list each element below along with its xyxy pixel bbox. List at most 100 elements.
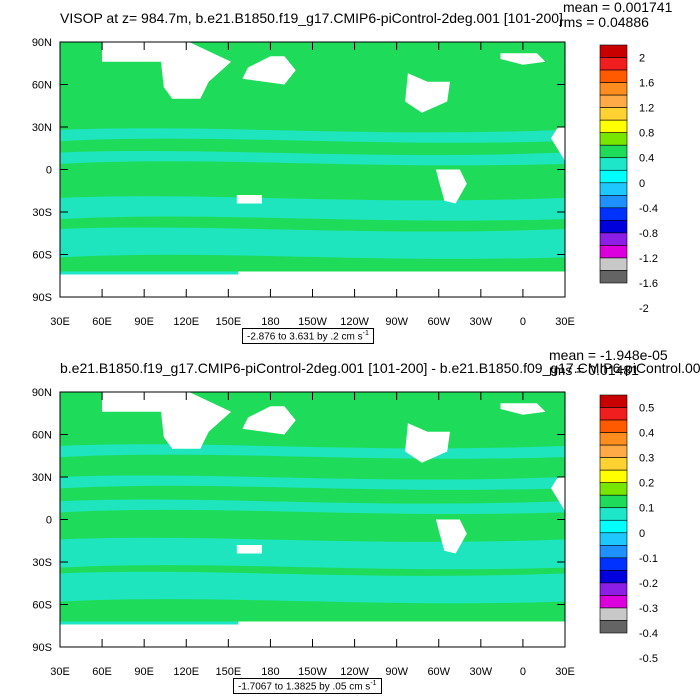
- plot-panel-top: VISOP at z= 984.7m, b.e21.B1850.f19_g17.…: [32, 0, 672, 345]
- plot-panel-bottom: b.e21.B1850.f19_g17.CMIP6-piControl-2deg…: [0, 347, 700, 700]
- x-tick-label: 60E: [92, 316, 112, 328]
- colorbar-swatch: [599, 545, 628, 559]
- y-tick-label: 60N: [32, 430, 52, 442]
- colorbar-label: 1.6: [639, 78, 654, 90]
- land-mask: [236, 195, 262, 204]
- colorbar-swatch: [599, 182, 628, 196]
- rms-label: rms = 0.04886: [559, 14, 649, 30]
- x-tick-label: 120W: [340, 666, 369, 678]
- x-tick-label: 30W: [470, 666, 493, 678]
- contour-range-label: -1.7067 to 1.3825 by .05 cm s-1: [233, 678, 382, 695]
- colorbar-swatch: [599, 94, 628, 108]
- y-tick-label: 30N: [32, 122, 52, 134]
- y-tick-label: 60S: [32, 250, 52, 262]
- land-mask: [405, 73, 450, 113]
- ocean-field: [60, 42, 565, 297]
- colorbar-swatch: [599, 394, 628, 408]
- x-tick-label: 60W: [427, 316, 450, 328]
- colorbar-swatch: [599, 557, 628, 571]
- y-tick-label: 90S: [32, 642, 52, 654]
- colorbar-label: -0.5: [639, 653, 658, 665]
- colorbar-swatch: [599, 207, 628, 221]
- colorbar-swatch: [599, 432, 628, 446]
- y-tick-label: 30S: [32, 557, 52, 569]
- rms-label: rms = 0.01481: [549, 362, 639, 378]
- colorbar-swatch: [599, 69, 628, 83]
- contour-band: [60, 150, 565, 166]
- x-tick-label: 180: [261, 316, 279, 328]
- x-tick-label: 30W: [470, 316, 493, 328]
- x-tick-label: 120E: [173, 316, 199, 328]
- colorbar-swatch: [599, 570, 628, 584]
- contour-range-label: -2.876 to 3.631 by .2 cm s-1: [242, 328, 374, 345]
- x-tick-label: 30E: [50, 666, 70, 678]
- colorbar-label: 0.4: [639, 153, 654, 165]
- y-tick-label: 90S: [32, 292, 52, 304]
- x-tick-label: 30E: [555, 316, 575, 328]
- colorbar-label: 0.2: [639, 478, 654, 490]
- x-tick-label: 90W: [385, 316, 408, 328]
- y-tick-label: 30N: [32, 472, 52, 484]
- colorbar-label: -1.6: [639, 278, 658, 290]
- colorbar-label: 0.8: [639, 128, 654, 140]
- land-mask: [435, 519, 467, 554]
- colorbar-swatch: [599, 195, 628, 209]
- colorbar-label: -0.4: [639, 628, 658, 640]
- x-tick-label: 30E: [555, 666, 575, 678]
- x-tick-label: 90E: [134, 666, 154, 678]
- y-tick-label: 60S: [32, 600, 52, 612]
- colorbar-swatch: [599, 82, 628, 96]
- colorbar-swatch: [599, 607, 628, 621]
- contour-band: [60, 537, 565, 570]
- colorbar-label: -1.2: [639, 253, 658, 265]
- x-tick-label: 90E: [134, 316, 154, 328]
- x-tick-label: 150W: [298, 316, 327, 328]
- land-mask: [500, 403, 546, 415]
- y-tick-label: 90N: [32, 387, 52, 399]
- x-tick-label: 0: [520, 316, 526, 328]
- land-mask: [102, 42, 232, 99]
- plot-title: b.e21.B1850.f19_g17.CMIP6-piControl-2deg…: [60, 360, 700, 376]
- colorbar-label: -0.8: [639, 228, 658, 240]
- colorbar-swatch: [599, 107, 628, 121]
- colorbar-swatch: [599, 532, 628, 546]
- colorbar-label: 0.3: [639, 453, 654, 465]
- y-tick-label: 30S: [32, 207, 52, 219]
- x-tick-label: 150W: [298, 666, 327, 678]
- x-tick-label: 0: [520, 666, 526, 678]
- colorbar-label: -0.3: [639, 603, 658, 615]
- contour-band: [60, 475, 565, 490]
- colorbar-swatch: [599, 457, 628, 471]
- contour-range-text: -1.7067 to 1.3825 by .05 cm s: [238, 681, 371, 693]
- land-mask: [236, 545, 262, 554]
- land-mask: [405, 423, 450, 463]
- contour-band: [60, 499, 565, 514]
- colorbar-label: 0: [639, 528, 645, 540]
- colorbar-swatch: [599, 44, 628, 58]
- colorbar-label: 0.4: [639, 428, 654, 440]
- land-mask: [500, 53, 546, 65]
- colorbar-label: 0.1: [639, 503, 654, 515]
- x-tick-label: 180: [261, 666, 279, 678]
- colorbar-label: -0.1: [639, 553, 658, 565]
- contour-band: [60, 227, 565, 259]
- colorbar-swatch: [599, 232, 628, 246]
- colorbar-swatch: [599, 519, 628, 534]
- colorbar-swatch: [599, 444, 628, 458]
- contour-band: [60, 196, 565, 221]
- colorbar-swatch: [599, 620, 628, 634]
- colorbar-label: 0: [639, 178, 645, 190]
- contour-range-text: -2.876 to 3.631 by .2 cm s: [247, 331, 363, 343]
- x-tick-label: 30E: [50, 316, 70, 328]
- land-mask: [242, 56, 296, 85]
- colorbar-swatch: [599, 482, 628, 496]
- y-tick-label: 60N: [32, 80, 52, 92]
- unit-exponent: -1: [362, 330, 369, 337]
- colorbar-swatch: [599, 157, 628, 171]
- colorbar-swatch: [599, 132, 628, 146]
- x-tick-label: 150E: [215, 316, 241, 328]
- colorbar-label: -0.4: [639, 203, 658, 215]
- colorbar-swatch: [599, 257, 628, 271]
- colorbar-swatch: [599, 595, 628, 609]
- colorbar-swatch: [599, 507, 628, 521]
